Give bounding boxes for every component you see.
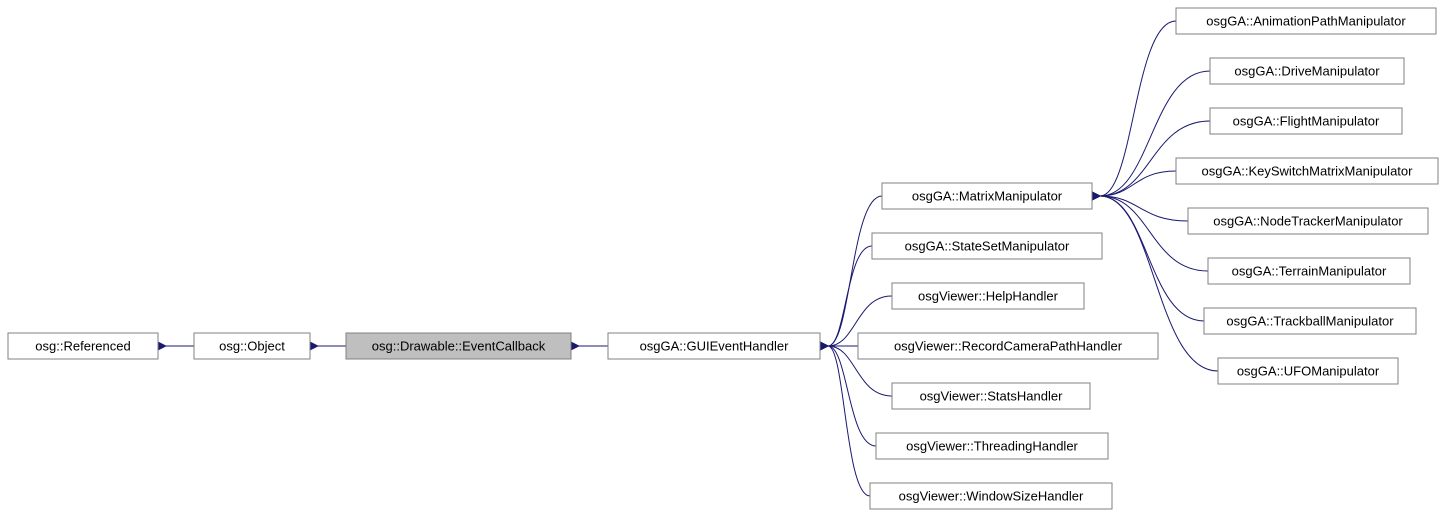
node-object[interactable]: osg::Object xyxy=(194,333,310,359)
edge-animpath-to-matrixmanip xyxy=(1100,21,1176,196)
node-label-flightmanip: osgGA::FlightManipulator xyxy=(1233,113,1380,128)
node-label-windowsize: osgViewer::WindowSizeHandler xyxy=(899,488,1084,503)
node-label-threading: osgViewer::ThreadingHandler xyxy=(906,438,1078,453)
node-label-matrixmanip: osgGA::MatrixManipulator xyxy=(912,188,1063,203)
edge-keyswitch-to-matrixmanip xyxy=(1100,171,1176,196)
node-label-recordcam: osgViewer::RecordCameraPathHandler xyxy=(894,338,1123,353)
node-guiev[interactable]: osgGA::GUIEventHandler xyxy=(608,333,820,359)
node-label-trackball: osgGA::TrackballManipulator xyxy=(1226,313,1394,328)
node-label-guiev: osgGA::GUIEventHandler xyxy=(640,338,790,353)
node-label-animpath: osgGA::AnimationPathManipulator xyxy=(1206,13,1406,28)
node-nodetracker[interactable]: osgGA::NodeTrackerManipulator xyxy=(1188,208,1428,234)
node-drivemanip[interactable]: osgGA::DriveManipulator xyxy=(1210,58,1404,84)
node-label-referenced: osg::Referenced xyxy=(35,338,130,353)
node-ufomanip[interactable]: osgGA::UFOManipulator xyxy=(1218,358,1398,384)
node-label-eventcb: osg::Drawable::EventCallback xyxy=(372,338,546,353)
node-label-ufomanip: osgGA::UFOManipulator xyxy=(1237,363,1380,378)
node-helphandler[interactable]: osgViewer::HelpHandler xyxy=(892,283,1084,309)
node-windowsize[interactable]: osgViewer::WindowSizeHandler xyxy=(870,483,1112,509)
node-label-statesetm: osgGA::StateSetManipulator xyxy=(905,238,1070,253)
edge-threading-to-guiev xyxy=(828,346,876,446)
node-label-keyswitch: osgGA::KeySwitchMatrixManipulator xyxy=(1202,163,1414,178)
node-label-drivemanip: osgGA::DriveManipulator xyxy=(1234,63,1380,78)
node-label-terrainmanip: osgGA::TerrainManipulator xyxy=(1232,263,1387,278)
node-statshandler[interactable]: osgViewer::StatsHandler xyxy=(892,383,1090,409)
inheritance-diagram: osg::Referenced osg::Object osg::Drawable:… xyxy=(0,0,1448,519)
nodes-layer: osg::Referenced osg::Object osg::Drawable:… xyxy=(8,8,1438,509)
node-label-helphandler: osgViewer::HelpHandler xyxy=(918,288,1059,303)
node-trackball[interactable]: osgGA::TrackballManipulator xyxy=(1204,308,1416,334)
node-eventcb[interactable]: osg::Drawable::EventCallback xyxy=(346,333,571,359)
node-flightmanip[interactable]: osgGA::FlightManipulator xyxy=(1210,108,1402,134)
node-recordcam[interactable]: osgViewer::RecordCameraPathHandler xyxy=(858,333,1158,359)
node-threading[interactable]: osgViewer::ThreadingHandler xyxy=(876,433,1108,459)
node-terrainmanip[interactable]: osgGA::TerrainManipulator xyxy=(1208,258,1410,284)
node-animpath[interactable]: osgGA::AnimationPathManipulator xyxy=(1176,8,1436,34)
node-referenced[interactable]: osg::Referenced xyxy=(8,333,158,359)
node-statesetm[interactable]: osgGA::StateSetManipulator xyxy=(872,233,1102,259)
node-label-object: osg::Object xyxy=(219,338,285,353)
edge-windowsize-to-guiev xyxy=(828,346,870,496)
node-keyswitch[interactable]: osgGA::KeySwitchMatrixManipulator xyxy=(1176,158,1438,184)
node-label-statshandler: osgViewer::StatsHandler xyxy=(920,388,1064,403)
node-matrixmanip[interactable]: osgGA::MatrixManipulator xyxy=(882,183,1092,209)
node-label-nodetracker: osgGA::NodeTrackerManipulator xyxy=(1213,213,1403,228)
